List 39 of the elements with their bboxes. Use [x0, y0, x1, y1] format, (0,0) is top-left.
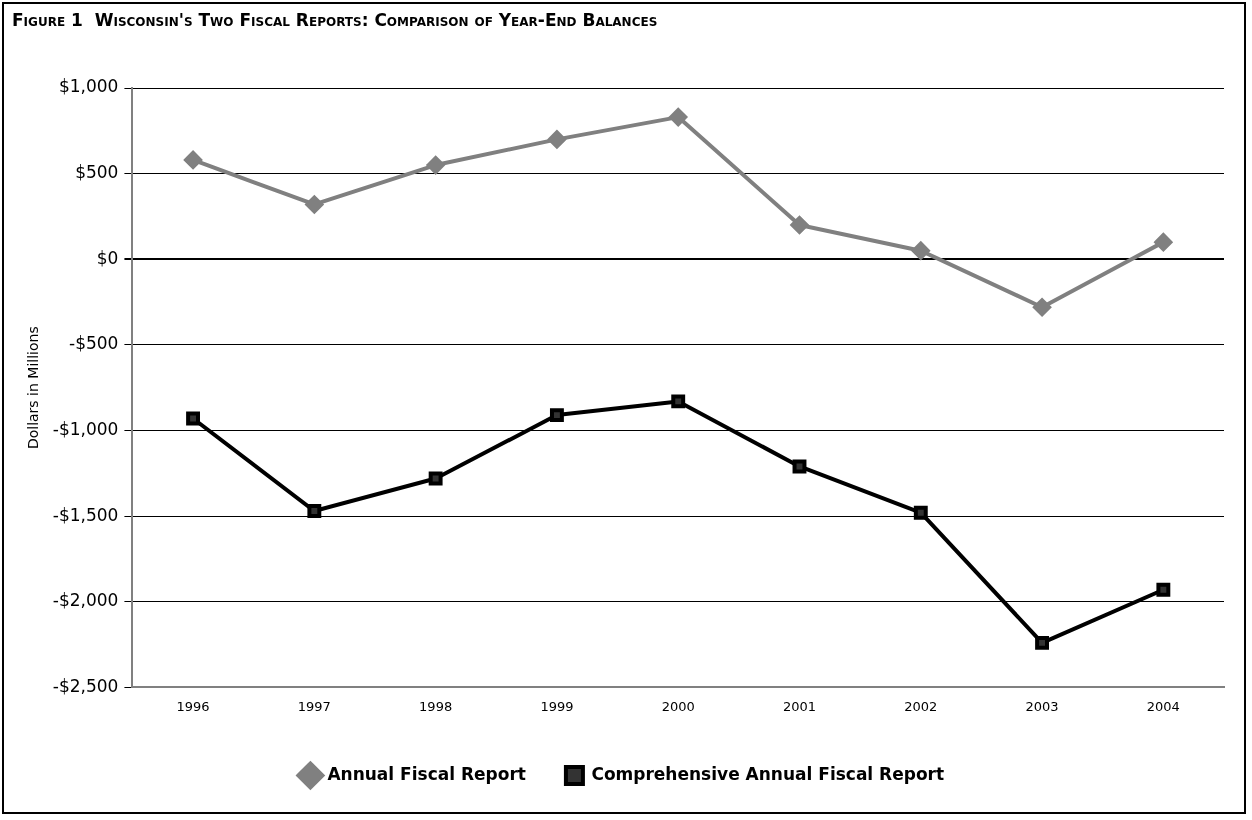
point [184, 150, 203, 169]
point [911, 241, 930, 260]
y-tick-label: $0 [96, 247, 119, 268]
point [671, 394, 686, 409]
point [547, 130, 566, 149]
point [307, 504, 322, 518]
chart-title: Figure 1 Wisconsin's Two Fiscal Reports: Comparison of Year-End Balances [12, 10, 658, 30]
point [790, 216, 809, 235]
point [1033, 298, 1052, 317]
point [1035, 635, 1050, 650]
point [1156, 582, 1171, 597]
y-tick-label: -$2,000 [52, 590, 119, 611]
x-tick-label: 1997 [297, 698, 331, 714]
point [792, 459, 807, 474]
y-tick-label: $1,000 [58, 76, 119, 97]
y-axis-title: Dollars in Millions [25, 326, 42, 450]
point [305, 195, 324, 214]
x-tick-label: 1996 [176, 698, 210, 714]
x-tick-label: 2004 [1146, 698, 1180, 714]
point [913, 505, 928, 520]
point [426, 156, 445, 175]
x-tick-label: 2000 [661, 698, 695, 714]
x-tick-label: 2001 [782, 698, 817, 714]
point [669, 108, 688, 127]
point [549, 408, 564, 423]
x-tick-label: 2003 [1025, 698, 1059, 714]
y-tick-label: -$1,000 [52, 418, 119, 439]
y-tick-label: -$2,500 [52, 675, 119, 696]
y-tick-label: -$500 [69, 333, 119, 354]
legend-label: Comprehensive Annual Fiscal Report [591, 763, 945, 784]
x-tick-label: 1998 [419, 698, 453, 714]
y-tick-label: $500 [75, 162, 119, 183]
x-tick-label: 2002 [904, 698, 938, 714]
y-tick-label: -$1,500 [52, 504, 119, 525]
legend-label: Annual Fiscal Report [327, 763, 526, 784]
point [1154, 233, 1173, 252]
x-tick-label: 1999 [540, 698, 574, 714]
point [186, 411, 201, 426]
point [428, 471, 443, 486]
